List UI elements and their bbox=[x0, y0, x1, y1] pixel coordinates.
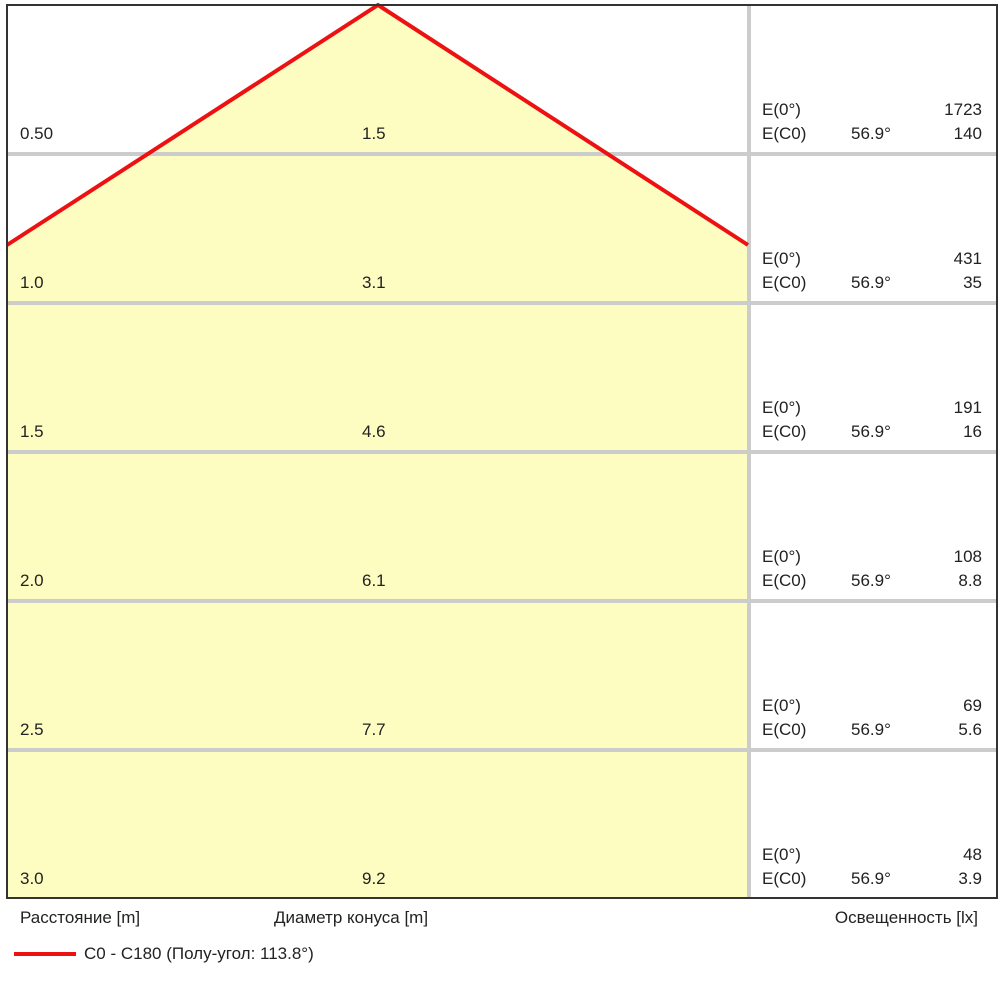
row-e0-value: 48 bbox=[963, 845, 982, 864]
row-distance: 3.0 bbox=[20, 869, 44, 888]
row-ec0-angle: 56.9° bbox=[851, 422, 891, 441]
row-diameter: 7.7 bbox=[362, 720, 386, 739]
row-e0-label: E(0°) bbox=[762, 845, 801, 864]
row-e0-label: E(0°) bbox=[762, 249, 801, 268]
row-diameter: 9.2 bbox=[362, 869, 386, 888]
row-diameter: 6.1 bbox=[362, 571, 386, 590]
distance-axis-label: Расстояние [m] bbox=[20, 908, 141, 927]
row-ec0-label: E(C0) bbox=[762, 273, 807, 292]
row-distance: 0.50 bbox=[20, 124, 54, 143]
row-diameter: 3.1 bbox=[362, 273, 386, 292]
row-e0-value: 431 bbox=[953, 249, 982, 268]
row-diameter: 1.5 bbox=[362, 124, 386, 143]
row-ec0-label: E(C0) bbox=[762, 422, 807, 441]
row-distance: 1.0 bbox=[20, 273, 44, 292]
row-ec0-angle: 56.9° bbox=[851, 273, 891, 292]
row-ec0-value: 16 bbox=[963, 422, 982, 441]
frame-border bbox=[6, 4, 998, 899]
row-ec0-value: 140 bbox=[953, 124, 982, 143]
row-distance: 1.5 bbox=[20, 422, 44, 441]
row-ec0-value: 8.8 bbox=[958, 571, 982, 590]
row-e0-label: E(0°) bbox=[762, 398, 801, 417]
row-e0-value: 1723 bbox=[944, 100, 982, 119]
row-ec0-angle: 56.9° bbox=[851, 571, 891, 590]
legend-label: C0 - C180 (Полу-угол: 113.8°) bbox=[84, 944, 314, 963]
diameter-axis-label: Диаметр конуса [m] bbox=[274, 908, 429, 927]
row-ec0-angle: 56.9° bbox=[851, 720, 891, 739]
row-e0-value: 108 bbox=[953, 547, 982, 566]
row-distance: 2.5 bbox=[20, 720, 44, 739]
row-distance: 2.0 bbox=[20, 571, 44, 590]
row-ec0-label: E(C0) bbox=[762, 124, 807, 143]
row-ec0-value: 35 bbox=[963, 273, 982, 292]
row-ec0-label: E(C0) bbox=[762, 720, 807, 739]
row-ec0-angle: 56.9° bbox=[851, 869, 891, 888]
row-e0-label: E(0°) bbox=[762, 100, 801, 119]
row-ec0-value: 3.9 bbox=[958, 869, 982, 888]
row-diameter: 4.6 bbox=[362, 422, 386, 441]
row-e0-label: E(0°) bbox=[762, 696, 801, 715]
row-ec0-label: E(C0) bbox=[762, 571, 807, 590]
row-ec0-value: 5.6 bbox=[958, 720, 982, 739]
row-ec0-label: E(C0) bbox=[762, 869, 807, 888]
row-ec0-angle: 56.9° bbox=[851, 124, 891, 143]
row-e0-label: E(0°) bbox=[762, 547, 801, 566]
row-e0-value: 69 bbox=[963, 696, 982, 715]
illuminance-axis-label: Освещенность [lx] bbox=[834, 908, 978, 927]
row-e0-value: 191 bbox=[953, 398, 982, 417]
